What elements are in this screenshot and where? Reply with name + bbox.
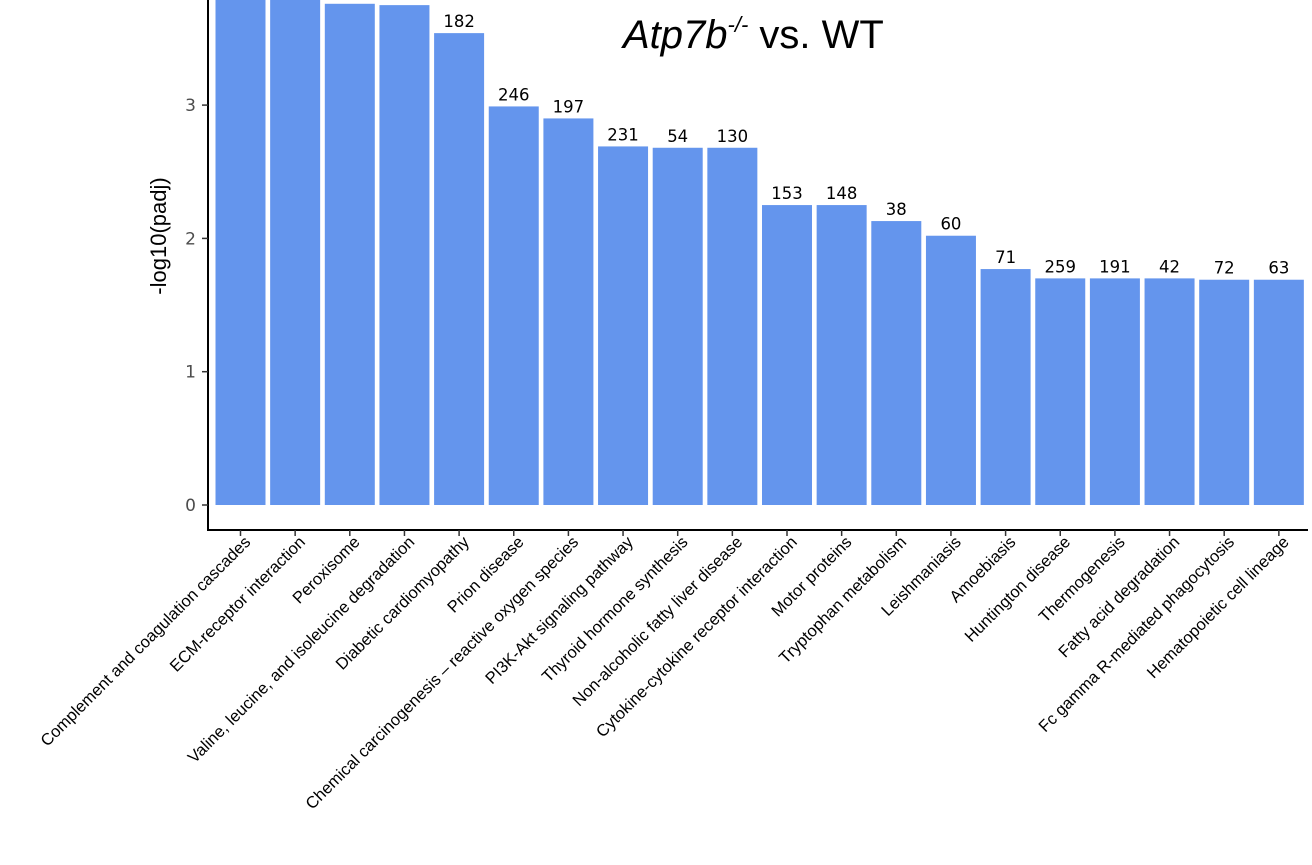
data-label: 42 [1159,257,1180,276]
y-tick-label: 0 [185,496,196,516]
title-superscript: -/- [728,12,749,37]
bar [379,5,430,506]
data-label: 182 [443,12,475,31]
bar [1199,279,1250,505]
bars-group [215,0,1304,506]
data-label: 231 [607,125,639,144]
bar [707,147,758,505]
data-label: 197 [553,97,585,116]
title-gene: Atp7b [621,13,728,57]
bar [215,0,266,505]
bar [980,269,1031,505]
y-axis-label: -log10(padj) [146,177,171,294]
data-label: 38 [886,200,907,219]
bar [652,147,703,505]
chart-title: Atp7b-/- vs. WT [621,12,884,57]
title-rest: vs. WT [748,13,884,57]
bar [270,0,321,505]
data-label: 63 [1268,259,1289,278]
data-label: 153 [771,184,803,203]
y-axis: 0 1 2 3 [185,0,209,531]
bar [816,205,867,505]
y-tick-label: 3 [185,96,196,116]
data-label: 72 [1214,259,1235,278]
x-axis: Complement and coagulation cascadesECM-r… [37,529,1308,813]
bar [324,3,375,505]
y-tick-label: 2 [185,229,196,249]
bar [1035,278,1086,505]
data-label: 246 [498,85,530,104]
bar [1144,278,1195,505]
data-labels-group: 182 246 197 231 54 130 153 148 38 60 71 259 191 42 72 6… [443,12,1289,278]
data-label: 191 [1099,257,1131,276]
bar [488,106,539,506]
x-tick-label: Cytokine-cytokine receptor interaction [593,533,801,741]
data-label: 130 [717,127,749,146]
bar [762,205,812,505]
y-tick-label: 1 [185,363,196,383]
bar [543,118,594,506]
data-label: 259 [1045,257,1077,276]
bar [925,235,976,506]
data-label: 148 [826,184,858,203]
x-tick-label: Huntington disease [961,533,1074,646]
x-tick-label: Fc gamma R-mediated phagocytosis [1035,533,1238,736]
data-label: 54 [667,127,688,146]
bar [434,33,485,506]
bar [598,146,649,506]
bar [1253,279,1304,505]
bar [871,221,922,505]
data-label: 60 [940,215,961,234]
bar [1089,278,1140,505]
data-label: 71 [995,248,1016,267]
